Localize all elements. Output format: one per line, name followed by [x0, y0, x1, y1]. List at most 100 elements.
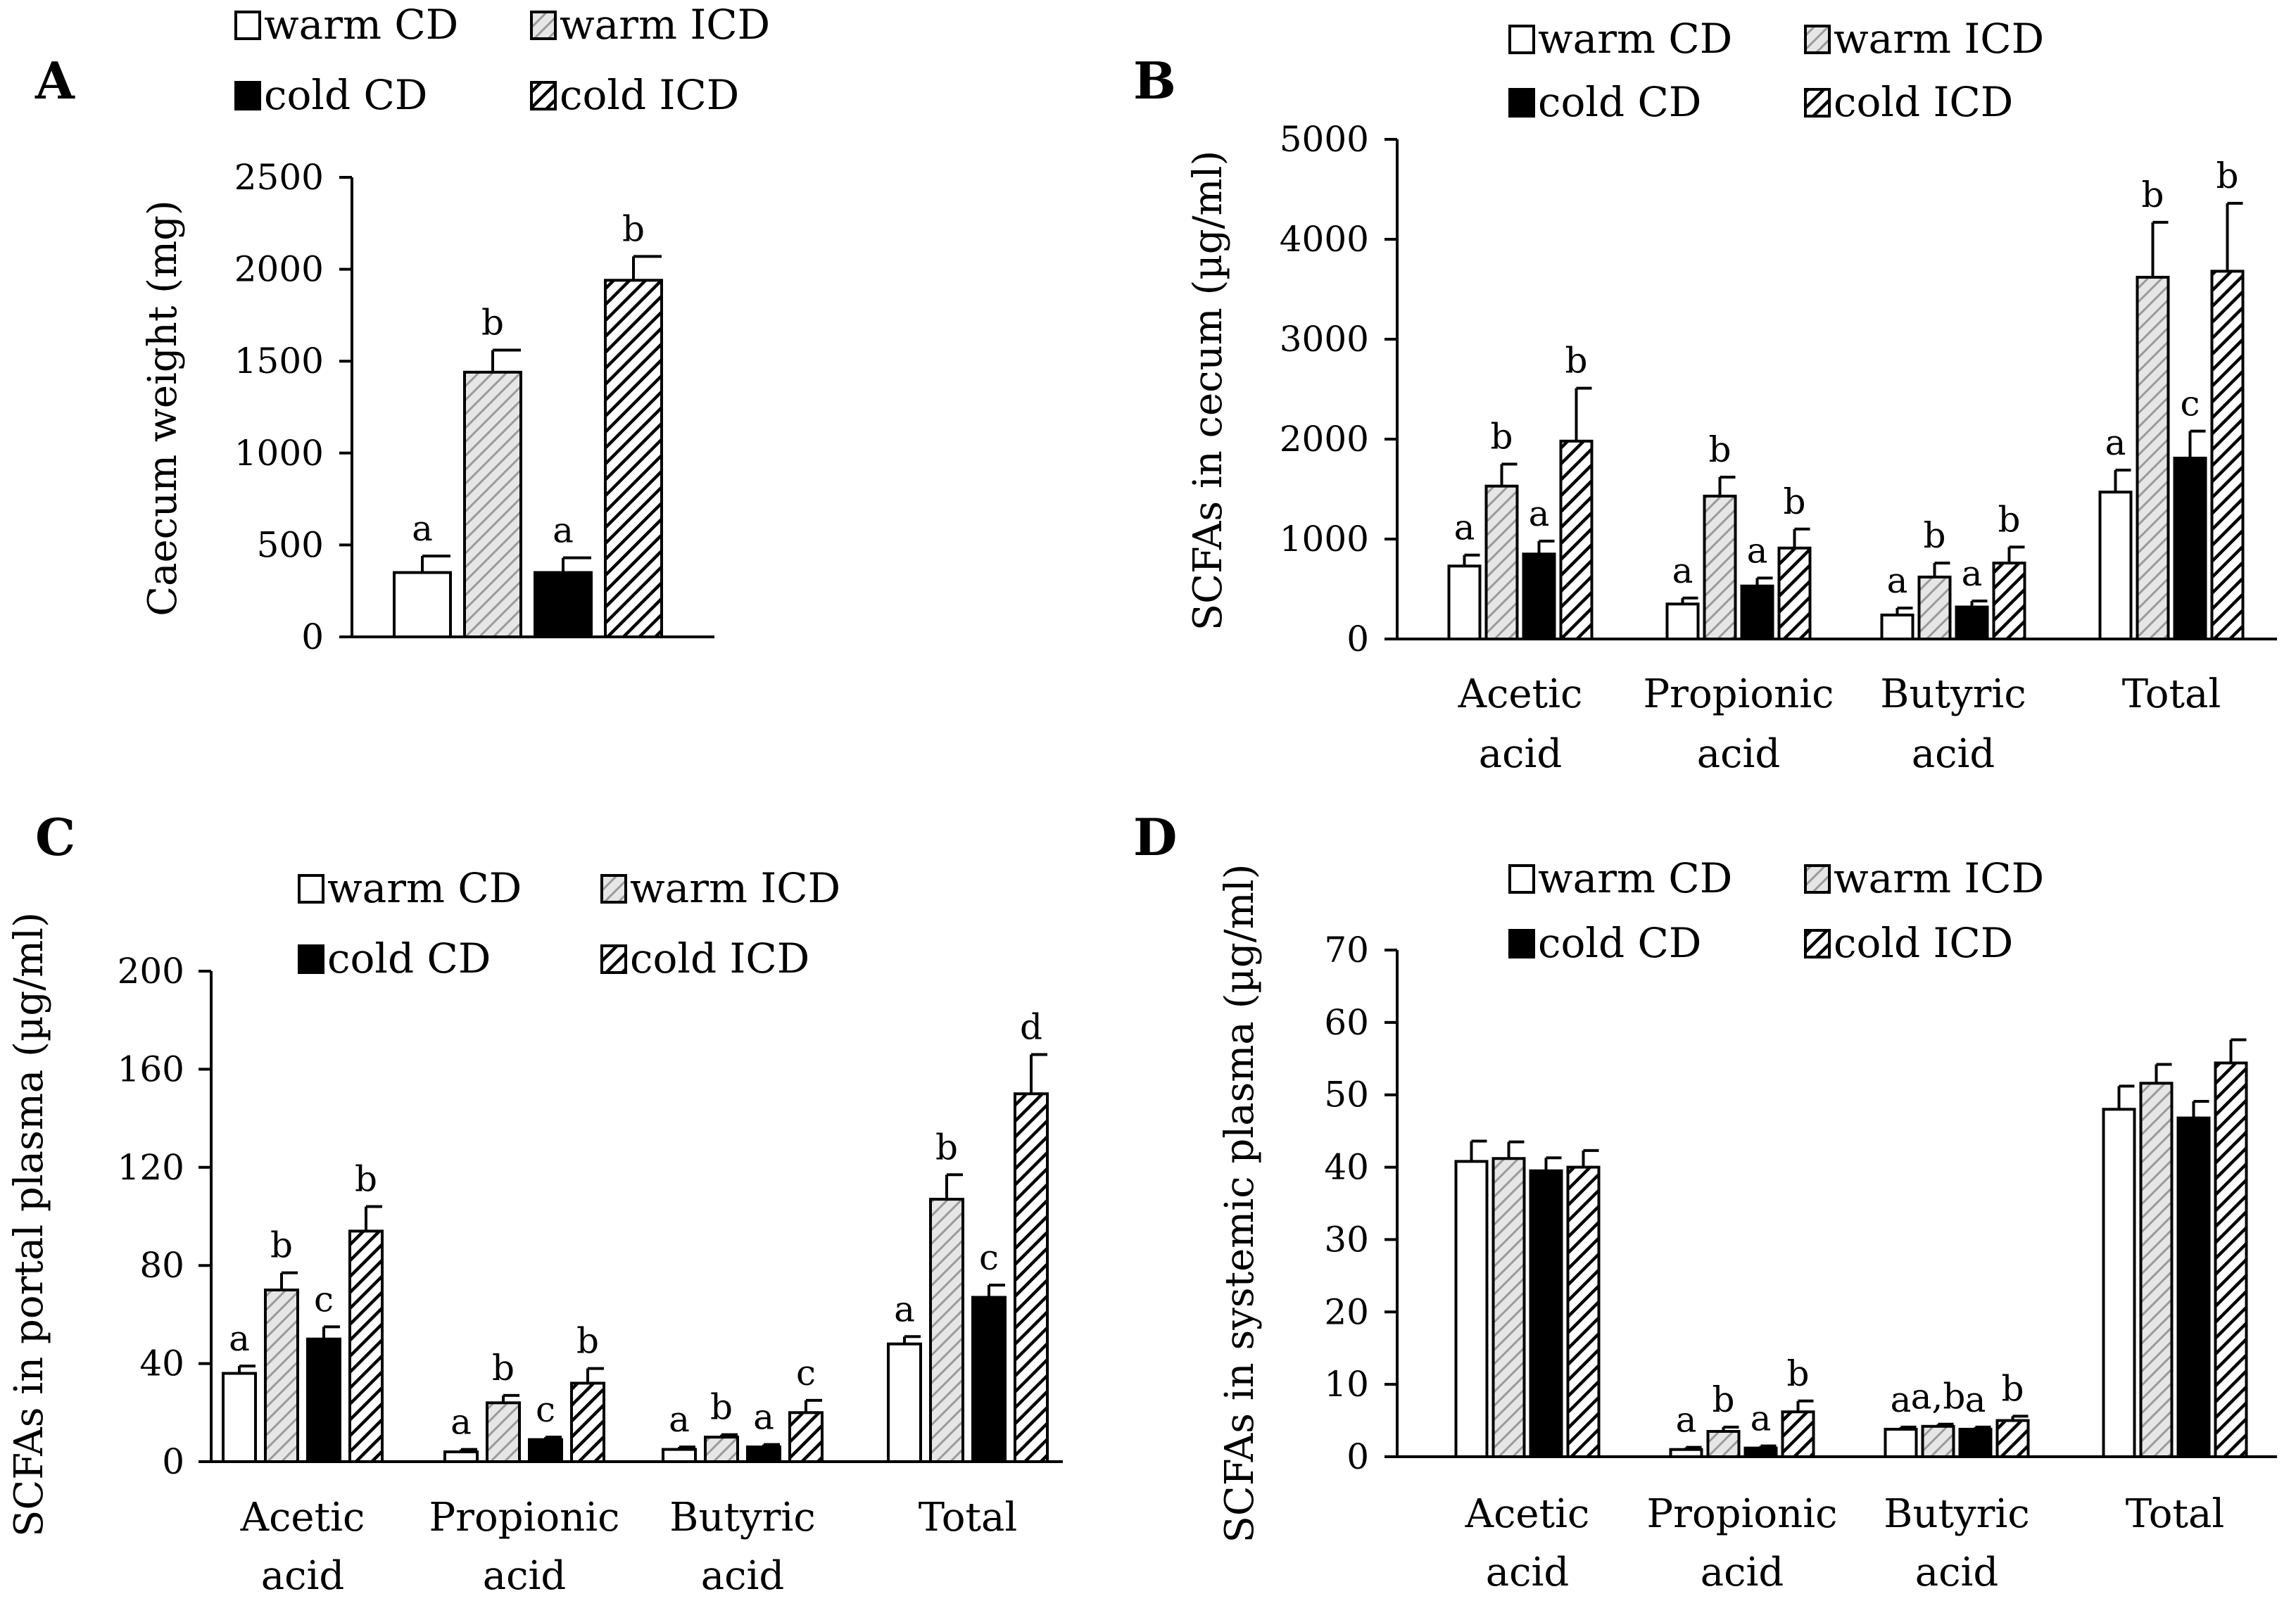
- significance-letter: b: [935, 1127, 958, 1167]
- bar: [222, 1372, 257, 1464]
- bar: [704, 1436, 739, 1464]
- legend-swatch: [600, 944, 627, 974]
- significance-letter: b: [710, 1387, 733, 1428]
- bar: [306, 1337, 341, 1463]
- bar: [443, 1450, 479, 1464]
- bar: [1706, 1430, 1741, 1458]
- bar: [1491, 1157, 1526, 1458]
- significance-letter: a: [1454, 507, 1475, 548]
- bar: [1921, 1424, 1955, 1459]
- bar: [2214, 1061, 2248, 1458]
- significance-letter: a: [229, 1318, 250, 1359]
- category-label: acid: [1701, 1550, 1784, 1595]
- panel-A: A 0 500 1000 1500 2000 2500 Caecum weight (mg) a…: [34, 1, 770, 657]
- significance-letter: b: [1923, 515, 1945, 556]
- y-axis-label: SCFAs in systemic plasma (µg/ml): [1217, 864, 1263, 1543]
- category-label: acid: [1915, 1550, 1999, 1595]
- bar: [528, 1438, 563, 1464]
- significance-letter: c: [2180, 384, 2200, 424]
- significance-letter: a: [1676, 1400, 1697, 1441]
- category-label: Propionic: [1644, 671, 1834, 717]
- significance-letter: b: [1708, 429, 1731, 470]
- significance-letter: c: [979, 1237, 999, 1278]
- category-label: acid: [1479, 731, 1563, 777]
- legend-swatch: [530, 11, 557, 40]
- y-tick-label: 1000: [1280, 519, 1369, 559]
- legend-swatch: [1804, 864, 1831, 894]
- y-tick-label: 30: [1324, 1219, 1369, 1260]
- bar: [1454, 1160, 1489, 1459]
- category-label: Propionic: [429, 1495, 620, 1540]
- category-label: acid: [483, 1553, 567, 1599]
- significance-letter: b: [576, 1321, 599, 1362]
- panel-letter: B: [1133, 51, 1176, 110]
- y-tick-label: 500: [257, 524, 324, 565]
- y-tick-label: 10: [1324, 1364, 1369, 1405]
- bar: [534, 571, 593, 639]
- legend-label: warm CD: [1538, 854, 1732, 902]
- significance-letter: c: [314, 1279, 334, 1320]
- significance-letter: a: [1891, 1379, 1912, 1420]
- y-tick-label: 0: [1346, 619, 1369, 659]
- significance-letter: a: [1751, 1398, 1772, 1439]
- significance-letter: a: [412, 508, 433, 549]
- bar: [264, 1289, 299, 1464]
- legend-swatch: [298, 874, 324, 904]
- bar: [1522, 552, 1556, 640]
- bar: [463, 370, 522, 638]
- significance-letter: d: [1020, 1006, 1042, 1047]
- y-tick-label: 2000: [1280, 419, 1369, 460]
- legend-label: cold CD: [327, 935, 491, 982]
- significance-letter: b: [2141, 175, 2164, 215]
- significance-letter: b: [481, 303, 504, 343]
- bar: [1529, 1169, 1563, 1458]
- significance-letter: b: [1783, 481, 1805, 522]
- legend-label: warm ICD: [560, 1, 770, 49]
- category-label: Butyric: [1880, 671, 2026, 717]
- legend-label: warm CD: [327, 864, 522, 912]
- category-label: Total: [919, 1495, 1018, 1540]
- bar: [2102, 1108, 2136, 1459]
- bar: [1447, 564, 1482, 641]
- legend-label: cold ICD: [1834, 78, 2013, 126]
- bar: [1777, 546, 1812, 641]
- bar: [1740, 584, 1774, 640]
- significance-letter: a: [1965, 1379, 1986, 1420]
- bar: [348, 1229, 384, 1464]
- significance-letter: a: [669, 1399, 690, 1440]
- y-axis-label: SCFAs in cecum (µg/ml): [1185, 151, 1231, 631]
- y-tick-label: 3000: [1280, 319, 1369, 360]
- bar: [2139, 1082, 2174, 1459]
- bar: [1995, 1419, 2030, 1458]
- legend-swatch: [234, 11, 261, 40]
- category-label: Butyric: [1884, 1491, 2029, 1537]
- bar: [929, 1198, 964, 1463]
- category-label: Propionic: [1647, 1491, 1838, 1537]
- bar: [1665, 602, 1700, 640]
- bar: [486, 1401, 521, 1463]
- significance-letter: a: [450, 1402, 472, 1443]
- significance-letter: b: [1565, 341, 1587, 381]
- legend-label: cold ICD: [630, 935, 809, 982]
- bar: [1880, 613, 1915, 640]
- y-tick-label: 160: [118, 1049, 184, 1089]
- category-label: acid: [1697, 731, 1781, 777]
- legend-label: cold CD: [1538, 919, 1701, 967]
- category-label: acid: [1912, 731, 1995, 777]
- significance-letter: a: [1962, 553, 1983, 594]
- y-axis-label: SCFAs in portal plasma (µg/ml): [6, 912, 52, 1537]
- significance-letter: a: [1529, 493, 1550, 534]
- y-tick-label: 5000: [1280, 119, 1369, 160]
- y-tick-label: 2500: [234, 157, 324, 198]
- bar: [1014, 1092, 1049, 1463]
- bar: [1884, 1427, 1918, 1459]
- y-tick-label: 40: [139, 1343, 184, 1384]
- bar: [2098, 491, 2133, 641]
- bar: [1992, 562, 2026, 641]
- bar: [393, 571, 452, 639]
- bar: [2173, 456, 2207, 640]
- significance-letter: c: [796, 1353, 816, 1393]
- bar: [604, 279, 663, 638]
- y-tick-label: 0: [162, 1441, 184, 1482]
